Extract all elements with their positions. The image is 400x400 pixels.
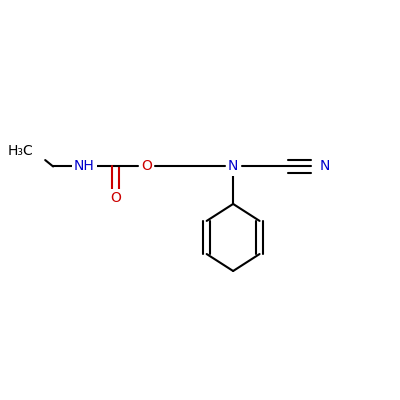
Text: O: O <box>110 191 121 205</box>
Text: O: O <box>141 160 152 174</box>
Text: N: N <box>228 160 238 174</box>
Text: N: N <box>320 160 330 174</box>
Text: NH: NH <box>74 160 94 174</box>
Text: H₃C: H₃C <box>8 144 34 158</box>
